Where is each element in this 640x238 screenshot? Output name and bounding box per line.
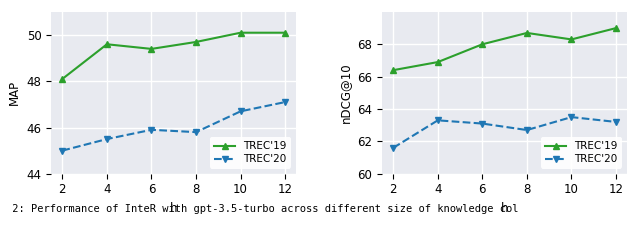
TREC'20 <box>237 110 244 113</box>
TREC'19 <box>434 61 442 64</box>
TREC'20 <box>434 119 442 122</box>
TREC'20 <box>568 116 575 119</box>
Line: TREC'20: TREC'20 <box>390 114 620 151</box>
Legend: TREC'19, TREC'20: TREC'19, TREC'20 <box>541 137 622 169</box>
TREC'20 <box>192 131 200 134</box>
TREC'20 <box>58 149 66 152</box>
TREC'20 <box>148 128 156 131</box>
Line: TREC'19: TREC'19 <box>390 25 620 74</box>
TREC'20 <box>479 122 486 125</box>
TREC'20 <box>612 120 620 123</box>
Line: TREC'20: TREC'20 <box>59 99 289 154</box>
TREC'19 <box>192 40 200 43</box>
TREC'19 <box>148 47 156 50</box>
TREC'20 <box>103 138 111 140</box>
TREC'19 <box>103 43 111 46</box>
X-axis label: h: h <box>170 202 177 215</box>
Y-axis label: nDCG@10: nDCG@10 <box>339 63 352 123</box>
Text: 2: Performance of InteR with gpt-3.5-turbo across different size of knowledge co: 2: Performance of InteR with gpt-3.5-tur… <box>6 204 519 214</box>
X-axis label: h: h <box>501 202 508 215</box>
TREC'19 <box>568 38 575 41</box>
TREC'20 <box>523 129 531 131</box>
Legend: TREC'19, TREC'20: TREC'19, TREC'20 <box>210 137 291 169</box>
TREC'19 <box>523 31 531 34</box>
TREC'19 <box>389 69 397 72</box>
TREC'19 <box>58 78 66 80</box>
Y-axis label: MAP: MAP <box>8 80 21 105</box>
Line: TREC'19: TREC'19 <box>59 29 289 82</box>
TREC'20 <box>389 146 397 149</box>
TREC'19 <box>237 31 244 34</box>
TREC'20 <box>282 101 289 104</box>
TREC'19 <box>479 43 486 46</box>
TREC'19 <box>612 27 620 30</box>
TREC'19 <box>282 31 289 34</box>
